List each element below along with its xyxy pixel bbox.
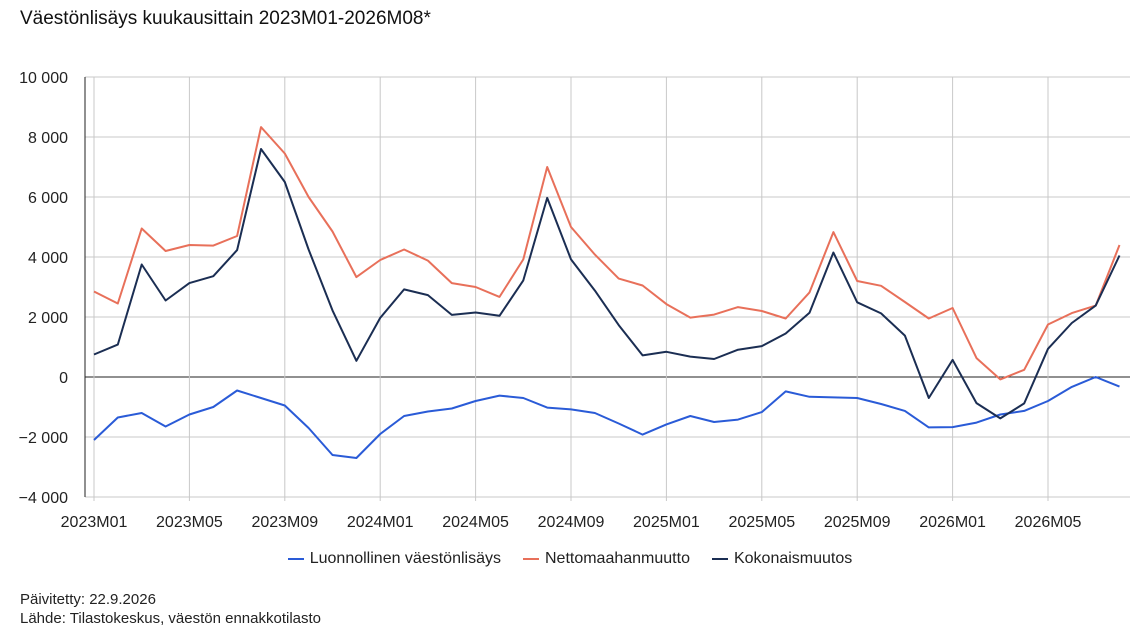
y-tick-label: −4 000 — [19, 490, 68, 507]
legend-item-luonnollinen[interactable]: Luonnollinen väestönlisäys — [287, 550, 501, 568]
series-line — [93, 126, 1121, 381]
x-tick-label: 2025M09 — [824, 514, 891, 531]
updated-note: Päivitetty: 22.9.2026 — [20, 591, 156, 608]
series-line — [93, 376, 1120, 459]
y-tick-label: 8 000 — [28, 130, 68, 147]
x-tick-label: 2025M01 — [633, 514, 700, 531]
x-tick-label: 2024M05 — [442, 514, 509, 531]
y-axis: 10 000 8 000 6 000 4 000 2 000 0 −2 000 −4 000 — [19, 70, 68, 507]
grid-lines — [84, 76, 1130, 501]
legend-item-kokonaismuutos[interactable]: Kokonaismuutos — [711, 550, 853, 568]
chart-title: Väestönlisäys kuukausittain 2023M01-2026… — [20, 8, 431, 29]
x-tick-label: 2023M01 — [61, 514, 128, 531]
y-tick-label: 0 — [59, 370, 68, 387]
y-tick-label: 10 000 — [19, 70, 68, 87]
x-tick-label: 2023M09 — [251, 514, 318, 531]
legend-swatch — [711, 558, 728, 560]
legend-label: Luonnollinen väestönlisäys — [309, 550, 501, 567]
x-tick-label: 2024M09 — [538, 514, 605, 531]
legend-swatch — [522, 558, 539, 560]
x-tick-label: 2026M01 — [919, 514, 986, 531]
x-tick-label: 2025M05 — [728, 514, 795, 531]
y-tick-label: −2 000 — [19, 430, 68, 447]
legend-item-nettomaahanmuutto[interactable]: Nettomaahanmuutto — [522, 550, 690, 568]
y-tick-label: 6 000 — [28, 190, 68, 207]
legend-label: Nettomaahanmuutto — [544, 550, 690, 567]
source-note: Lähde: Tilastokeskus, väestön ennakkotil… — [20, 610, 322, 627]
legend-swatch — [287, 558, 304, 560]
x-axis: 2023M01 2023M05 2023M09 2024M01 2024M05 2024M… — [61, 514, 1082, 531]
x-tick-label: 2023M05 — [156, 514, 223, 531]
series-line — [93, 148, 1121, 420]
legend-label: Kokonaismuutos — [733, 550, 853, 567]
y-tick-label: 4 000 — [28, 250, 68, 267]
x-tick-label: 2026M05 — [1015, 514, 1082, 531]
x-tick-label: 2024M01 — [347, 514, 414, 531]
legend: Luonnollinen väestönlisäys Nettomaahanmu… — [0, 550, 1140, 568]
y-tick-label: 2 000 — [28, 310, 68, 327]
series-lines — [93, 126, 1121, 459]
